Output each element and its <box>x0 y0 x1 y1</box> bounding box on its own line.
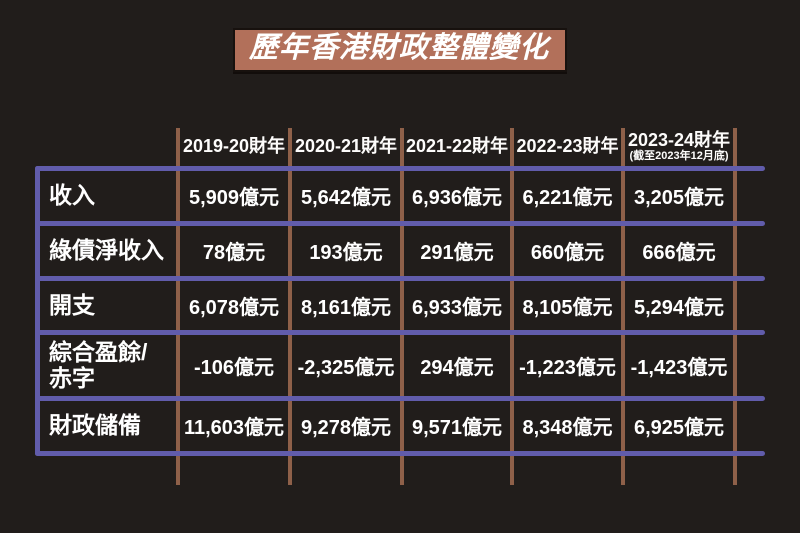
row-divider <box>35 396 765 401</box>
column-divider <box>510 128 514 485</box>
row-label-green-bond-income: 綠債淨收入 <box>49 237 164 264</box>
column-divider <box>733 128 737 485</box>
column-header-label: 2019-20財年 <box>182 136 286 157</box>
column-divider <box>176 128 180 485</box>
table-corner-cell <box>35 125 178 168</box>
column-header-2019-20: 2019-20財年 <box>178 125 290 168</box>
value-cell: 291億元 <box>420 242 494 264</box>
table-left-edge-line <box>35 166 40 456</box>
row-divider <box>35 276 765 281</box>
fiscal-table-grid: 2019-20財年 2020-21財年 2021-22財年 2022-23財年 … <box>35 125 765 453</box>
column-header-label: 2023-24財年 <box>627 129 731 150</box>
column-header-2020-21: 2020-21財年 <box>290 125 402 168</box>
column-header-label: 2021-22財年 <box>405 136 509 157</box>
row-divider <box>35 166 765 171</box>
row-label-fiscal-reserves: 財政儲備 <box>49 412 141 439</box>
column-header-2023-24: 2023-24財年 (截至2023年12月底) <box>623 125 735 168</box>
fiscal-table: 2019-20財年 2020-21財年 2021-22財年 2022-23財年 … <box>35 125 765 485</box>
row-label-expenditure: 開支 <box>49 291 95 318</box>
row-divider <box>35 221 765 226</box>
title-banner: 歷年香港財政整體變化 <box>0 28 800 72</box>
value-cell: 78億元 <box>202 242 266 264</box>
column-header-2022-23: 2022-23財年 <box>512 125 623 168</box>
column-header-label: 2022-23財年 <box>516 136 619 157</box>
value-cell: 6,936億元 <box>411 187 503 209</box>
column-divider <box>621 128 625 485</box>
column-divider <box>288 128 292 485</box>
row-divider <box>35 330 765 335</box>
value-cell: 193億元 <box>309 242 383 264</box>
value-cell: 5,294億元 <box>633 296 725 319</box>
value-cell: -1,223億元 <box>519 356 616 379</box>
column-header-note: (截至2023年12月底) <box>629 149 729 162</box>
value-cell: 6,221億元 <box>522 187 613 209</box>
value-cell: 8,348億元 <box>522 417 613 439</box>
value-cell: 8,161億元 <box>300 296 392 319</box>
value-cell: 6,933億元 <box>411 296 503 319</box>
page-title: 歷年香港財政整體變化 <box>232 28 567 72</box>
value-cell: 8,105億元 <box>522 296 613 319</box>
value-cell: 9,278億元 <box>300 417 392 439</box>
value-cell: -1,423億元 <box>630 356 728 379</box>
value-cell: -106億元 <box>193 356 275 379</box>
value-cell: 5,642億元 <box>300 187 392 209</box>
value-cell: -2,325億元 <box>297 356 395 379</box>
row-divider <box>35 451 765 456</box>
column-header-2021-22: 2021-22財年 <box>402 125 512 168</box>
value-cell: 3,205億元 <box>633 187 725 209</box>
value-cell: 11,603億元 <box>183 417 285 439</box>
value-cell: 294億元 <box>420 356 494 379</box>
column-header-label: 2020-21財年 <box>294 136 398 157</box>
value-cell: 6,078億元 <box>188 296 280 319</box>
value-cell: 660億元 <box>530 242 605 264</box>
row-label-surplus-deficit: 綜合盈餘/赤字 <box>35 332 178 398</box>
column-divider <box>400 128 404 485</box>
row-label-text: 綜合盈餘/赤字 <box>49 338 148 391</box>
value-cell: 6,925億元 <box>633 417 725 439</box>
value-cell: 5,909億元 <box>188 187 280 209</box>
value-cell: 666億元 <box>642 242 716 264</box>
row-label-income: 收入 <box>49 182 95 209</box>
value-cell: 9,571億元 <box>411 417 503 439</box>
